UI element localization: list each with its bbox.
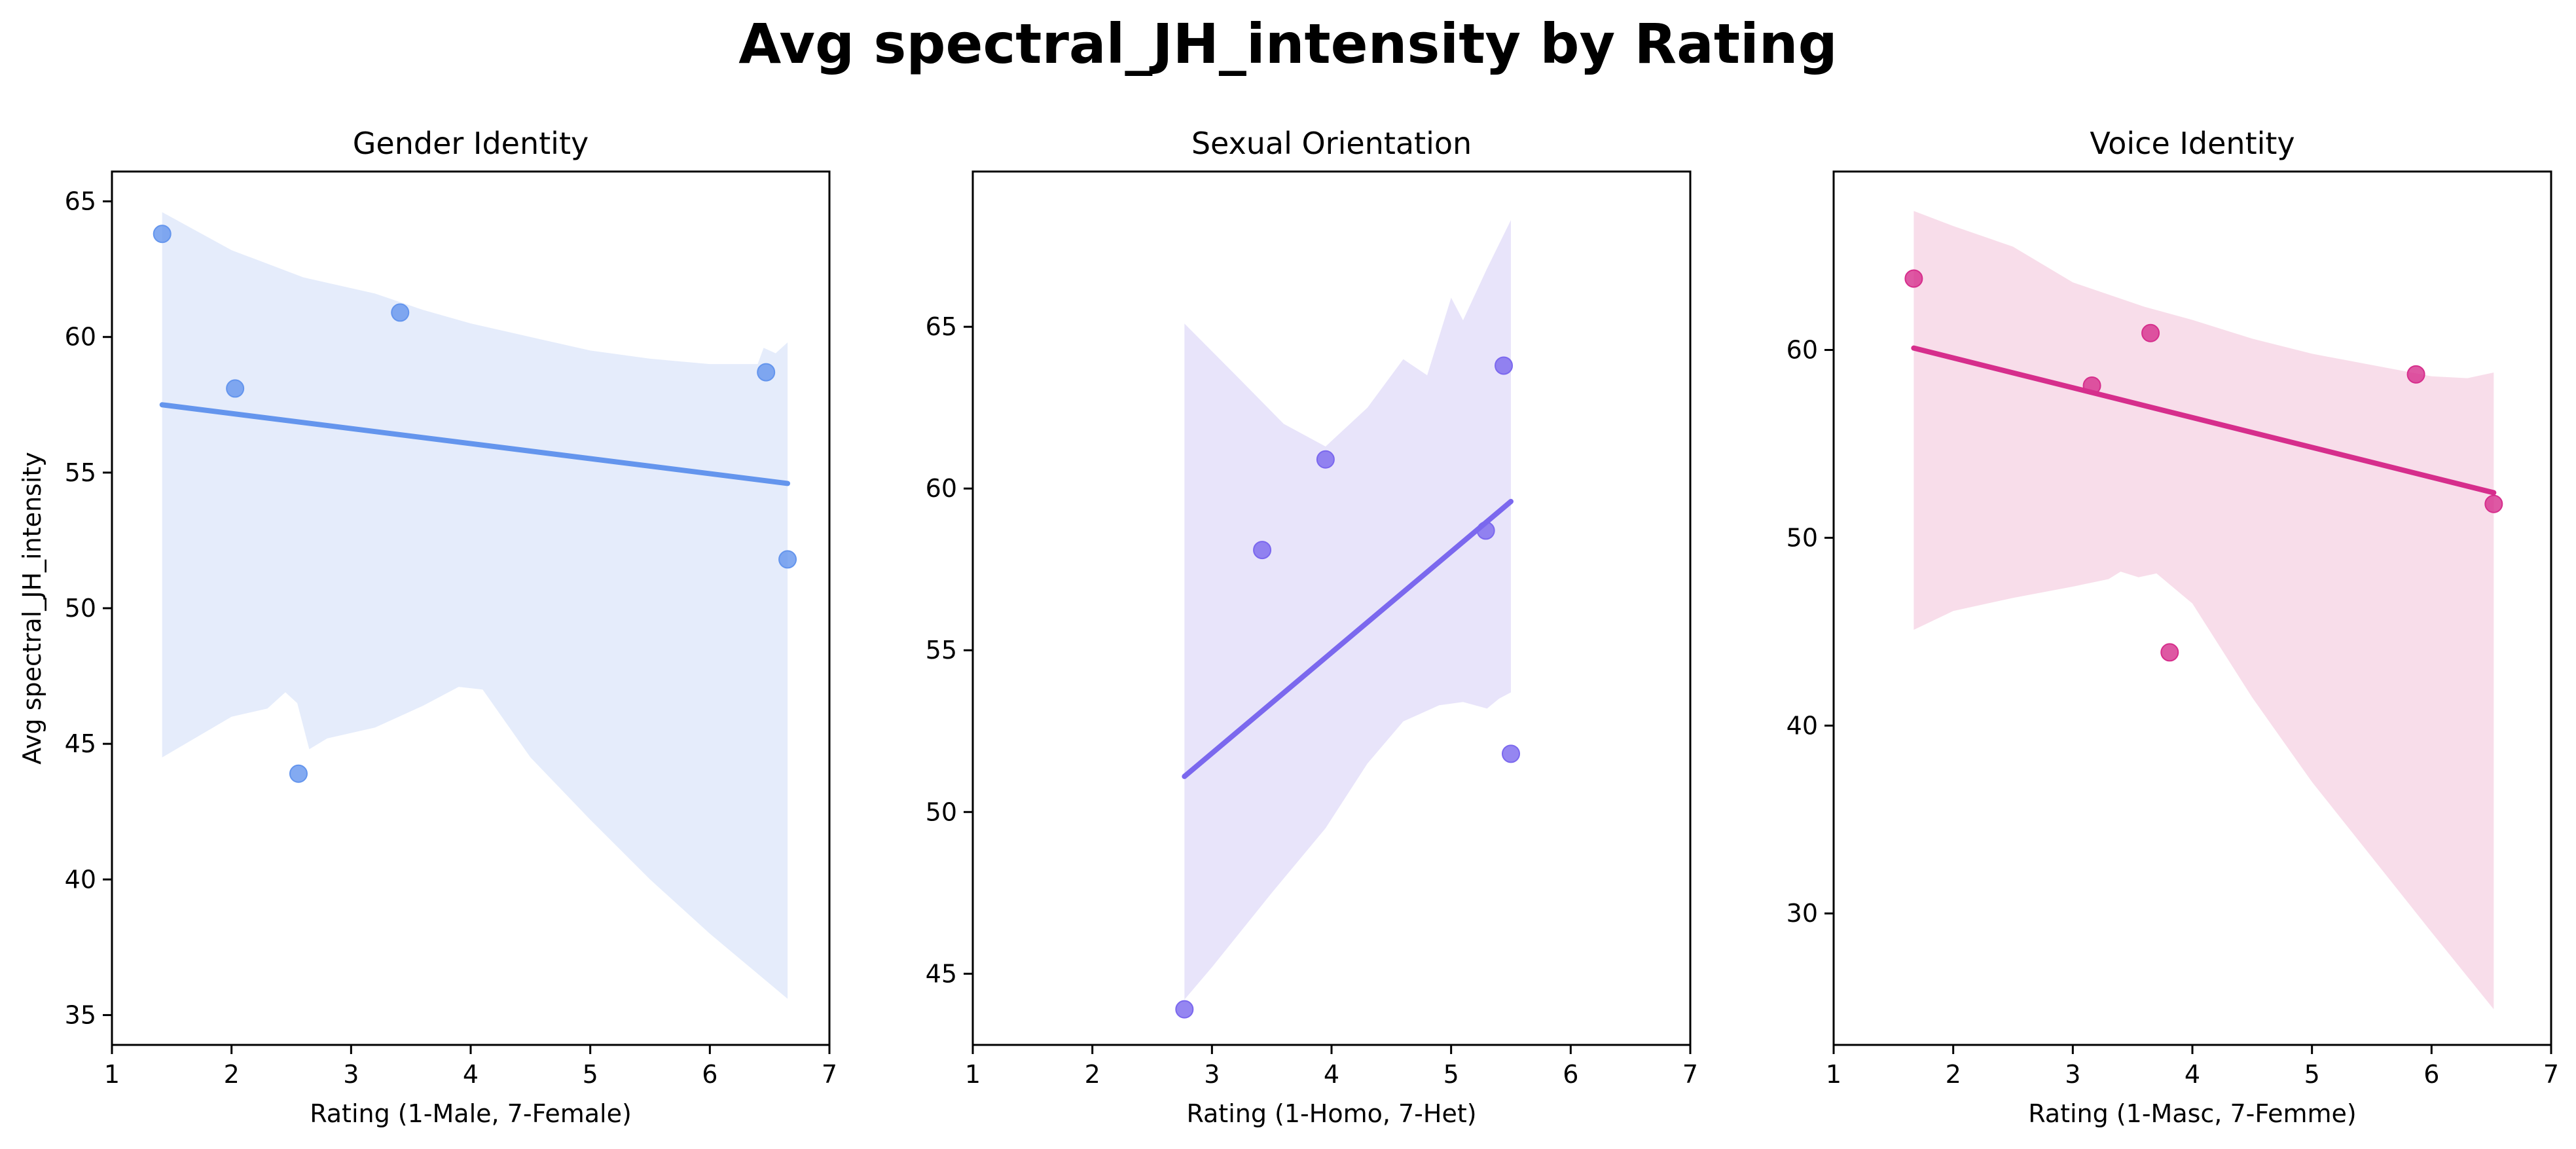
data-point	[2484, 494, 2503, 513]
data-point	[289, 764, 308, 783]
subplot-3: 1 2 3 4 5 6 7 30 40 50 60 Voice Identity Rating (1-M…	[1787, 126, 2559, 1128]
x-tick-label: 3	[2065, 1060, 2080, 1089]
data-point	[2160, 643, 2179, 662]
regression-line	[159, 402, 791, 486]
subplot-title: Gender Identity	[353, 126, 589, 161]
subplot-title: Voice Identity	[2090, 126, 2295, 161]
data-point	[2082, 376, 2101, 395]
y-tick-label: 40	[1787, 711, 1818, 740]
regression-line	[1182, 498, 1514, 779]
x-tick-label: 2	[1085, 1060, 1100, 1089]
y-tick-label: 60	[926, 474, 957, 503]
data-point	[1253, 541, 1272, 560]
y-axis-label: Avg spectral_JH_intensity	[18, 452, 46, 765]
y-tick-label: 55	[926, 636, 957, 665]
y-tick-label: 55	[65, 458, 96, 487]
x-tick-label: 7	[822, 1060, 837, 1089]
confidence-band	[162, 212, 788, 999]
data-point	[1904, 269, 1923, 288]
x-tick-label: 1	[1826, 1060, 1841, 1089]
data-point	[153, 225, 172, 244]
y-tick-label: 60	[65, 323, 96, 352]
data-point	[1476, 521, 1495, 540]
y-tick-label: 50	[926, 797, 957, 826]
y-tick-label: 65	[926, 312, 957, 341]
x-axis-label: Rating (1-Homo, 7-Het)	[1186, 1099, 1476, 1128]
x-tick-label: 2	[224, 1060, 240, 1089]
x-tick-label: 4	[463, 1060, 479, 1089]
data-point	[1502, 744, 1520, 763]
data-point	[226, 379, 245, 398]
figure-title: Avg spectral_JH_intensity by Rating	[738, 12, 1838, 76]
y-tick-label: 60	[1787, 336, 1818, 365]
y-tick-label: 35	[65, 1000, 96, 1029]
x-tick-label: 4	[1324, 1060, 1339, 1089]
y-tick-label: 45	[926, 959, 957, 988]
regression-line	[1911, 345, 2497, 496]
y-tick-label: 50	[65, 594, 96, 623]
x-tick-label: 5	[1443, 1060, 1459, 1089]
data-point	[1316, 450, 1335, 469]
x-tick-label: 6	[1563, 1060, 1578, 1089]
x-tick-label: 4	[2185, 1060, 2200, 1089]
x-axis-label: Rating (1-Male, 7-Female)	[310, 1099, 632, 1128]
x-tick-label: 5	[583, 1060, 598, 1089]
x-tick-label: 1	[965, 1060, 981, 1089]
x-tick-label: 7	[1682, 1060, 1698, 1089]
subplot-title: Sexual Orientation	[1191, 126, 1472, 161]
x-tick-label: 7	[2543, 1060, 2559, 1089]
y-tick-label: 45	[65, 729, 96, 758]
data-point	[1175, 1000, 1194, 1019]
data-point	[778, 550, 797, 569]
y-tick-label: 40	[65, 865, 96, 894]
x-tick-label: 1	[104, 1060, 120, 1089]
data-point	[2406, 365, 2425, 384]
x-tick-label: 5	[2304, 1060, 2320, 1089]
data-point	[391, 303, 410, 322]
data-point	[757, 363, 776, 382]
confidence-band	[1184, 220, 1511, 1000]
x-axis-label: Rating (1-Masc, 7-Femme)	[2028, 1099, 2357, 1128]
x-tick-label: 2	[1946, 1060, 1961, 1089]
x-tick-label: 6	[2423, 1060, 2439, 1089]
y-tick-label: 65	[65, 187, 96, 216]
x-tick-label: 3	[1204, 1060, 1220, 1089]
data-point	[2141, 323, 2160, 342]
y-tick-label: 50	[1787, 523, 1818, 552]
y-tick-label: 30	[1787, 899, 1818, 928]
confidence-band	[1914, 211, 2494, 1010]
x-tick-label: 6	[702, 1060, 717, 1089]
data-point	[1495, 356, 1514, 375]
x-tick-label: 3	[343, 1060, 359, 1089]
